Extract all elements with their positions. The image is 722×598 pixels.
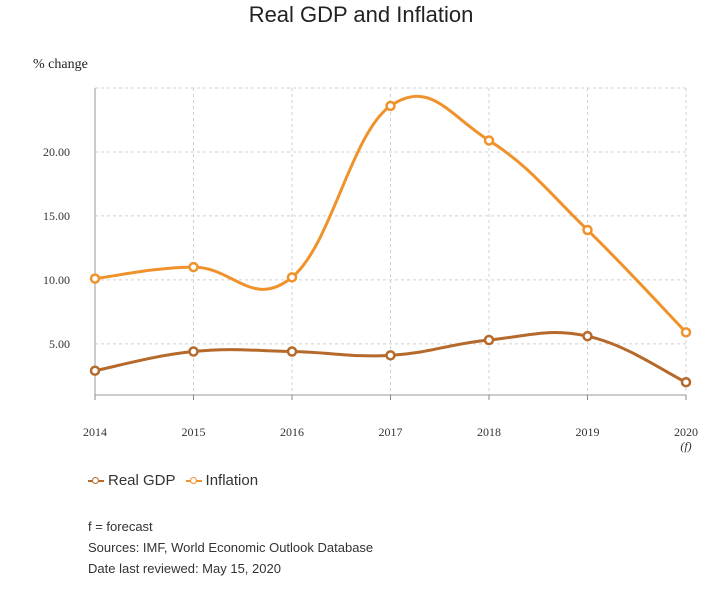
data-point-real-gdp — [188, 346, 199, 357]
legend-item-inflation[interactable]: Inflation — [185, 472, 259, 489]
y-tick-label: 20.00 — [43, 145, 70, 159]
line-chart: % change 5.00 10.00 15.00 20.00 2014 2015 2016… — [33, 57, 698, 453]
x-tick-label: 2016 — [280, 425, 304, 439]
legend-label: Real GDP — [108, 472, 176, 489]
data-point-inflation — [286, 272, 298, 283]
x-tick-label: 2017 — [379, 425, 403, 439]
y-axis-label: % change — [33, 57, 88, 72]
y-tick-label: 15.00 — [43, 209, 70, 223]
data-point-real-gdp — [286, 346, 298, 357]
forecast-note: f = forecast — [88, 519, 153, 534]
data-point-inflation — [582, 224, 593, 236]
x-tick-label: 2015 — [182, 425, 206, 439]
chart-notes: f = forecast Sources: IMF, World Economi… — [88, 516, 373, 579]
data-point-real-gdp — [89, 365, 101, 376]
x-tick-label: 2018 — [477, 425, 501, 439]
legend: Real GDP Inflation — [88, 472, 268, 489]
data-point-inflation — [483, 135, 495, 146]
x-tick-label: 2019 — [576, 425, 600, 439]
tick-labels: 5.00 10.00 15.00 20.00 2014 2015 2016 2017 2018 2… — [43, 145, 698, 453]
data-point-inflation — [89, 273, 101, 284]
review-date-note: Date last reviewed: May 15, 2020 — [88, 561, 281, 576]
grid — [95, 87, 687, 395]
series-lines — [89, 94, 692, 388]
legend-marker-icon — [185, 476, 202, 486]
legend-item-real-gdp[interactable]: Real GDP — [88, 472, 176, 489]
data-point-inflation — [188, 261, 199, 273]
sources-note: Sources: IMF, World Economic Outlook Dat… — [88, 540, 374, 555]
axes — [94, 88, 687, 400]
y-tick-label: 10.00 — [43, 273, 70, 287]
data-point-inflation — [385, 100, 396, 112]
legend-marker-icon — [88, 476, 104, 486]
x-tick-note: (f) — [680, 439, 691, 453]
chart-title: Real GDP and Inflation — [248, 2, 474, 27]
x-tick-label: 2020 — [674, 425, 698, 439]
legend-label: Inflation — [205, 472, 259, 489]
data-point-inflation — [680, 327, 692, 338]
data-point-real-gdp — [385, 350, 396, 361]
x-tick-label: 2014 — [83, 425, 107, 439]
data-point-real-gdp — [582, 330, 593, 342]
data-point-real-gdp — [680, 376, 692, 388]
data-point-real-gdp — [483, 334, 495, 346]
y-tick-label: 5.00 — [49, 337, 70, 351]
